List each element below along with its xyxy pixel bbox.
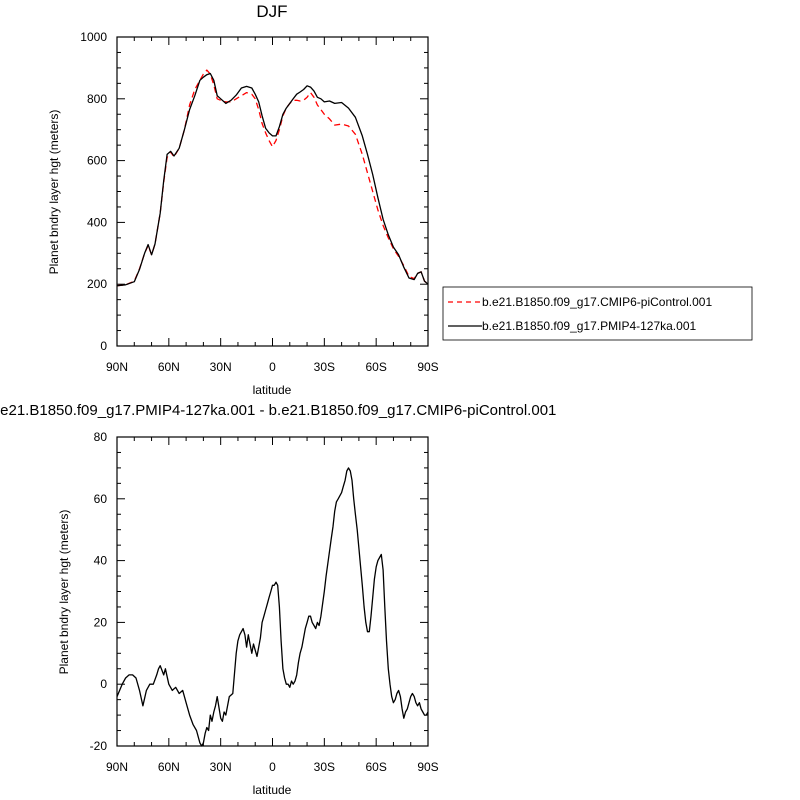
bottom-chart-x-axis-label: latitude	[253, 783, 292, 797]
top-chart-x-tick-label: 90N	[106, 360, 128, 374]
bottom-chart-x-tick-label: 30S	[314, 760, 335, 774]
bottom-chart-ticks: -20 0 20 40 60 80 90N 60N 30N 0 30S 60S 90S	[90, 430, 439, 774]
bottom-chart-y-tick-label: 0	[100, 677, 107, 691]
top-chart-x-tick-label: 0	[269, 360, 276, 374]
bottom-chart-series	[116, 467, 429, 747]
top-chart-x-tick-label: 60N	[158, 360, 180, 374]
bottom-chart-frame	[116, 436, 429, 747]
top-chart-x-tick-label: 30S	[314, 360, 335, 374]
top-chart-series-line-1	[116, 72, 429, 287]
top-chart-y-tick-label: 600	[87, 154, 107, 168]
bottom-chart-y-tick-label: 20	[94, 615, 108, 629]
bottom-chart-series-line-0	[116, 467, 429, 747]
top-chart-frame	[116, 36, 429, 347]
bottom-chart-x-tick-label: 0	[269, 760, 276, 774]
top-chart-y-axis-label: Planet bndry layer hgt (meters)	[47, 110, 61, 275]
top-chart-title: DJF	[256, 2, 287, 21]
bottom-chart-y-tick-label: 40	[94, 554, 108, 568]
top-chart-y-tick-label: 200	[87, 277, 107, 291]
bottom-chart-x-tick-label: 60S	[365, 760, 386, 774]
top-chart-series	[116, 69, 429, 287]
bottom-chart-x-tick-label: 90S	[417, 760, 438, 774]
legend-box	[442, 286, 753, 341]
legend-entry-127ka: b.e21.B1850.f09_g17.PMIP4-127ka.001	[482, 319, 696, 333]
bottom-chart-x-tick-label: 60N	[158, 760, 180, 774]
bottom-chart-y-tick-label: 60	[94, 492, 108, 506]
top-chart-y-tick-label: 0	[100, 339, 107, 353]
legend-entry-picontrol: b.e21.B1850.f09_g17.CMIP6-piControl.001	[482, 295, 712, 309]
bottom-chart-y-tick-label: 80	[94, 430, 108, 444]
bottom-chart-y-tick-label: -20	[90, 739, 108, 753]
top-chart-ticks: 0 200 400 600 800 1000 90N 60N 30N 0 30S 60S 90S	[80, 30, 438, 374]
top-chart-y-tick-label: 1000	[80, 30, 107, 44]
top-chart-x-tick-label: 90S	[417, 360, 438, 374]
bottom-chart-x-tick-label: 90N	[106, 760, 128, 774]
top-chart-x-tick-label: 30N	[210, 360, 232, 374]
bottom-chart-panel: b.e21.B1850.f09_g17.PMIP4-127ka.001 - b.…	[0, 402, 556, 797]
bottom-chart-y-axis-label: Planet bndry layer hgt (meters)	[57, 510, 71, 675]
top-chart-panel: DJF 0 200 400 600 800 1000 90N 60N 30N 0 30S 60S 90S…	[47, 2, 753, 397]
bottom-chart-title: b.e21.B1850.f09_g17.PMIP4-127ka.001 - b.…	[0, 402, 556, 419]
top-chart-y-tick-label: 800	[87, 92, 107, 106]
top-chart-x-tick-label: 60S	[365, 360, 386, 374]
bottom-chart-x-tick-label: 30N	[210, 760, 232, 774]
legend: b.e21.B1850.f09_g17.CMIP6-piControl.001 …	[442, 286, 753, 341]
top-chart-x-axis-label: latitude	[253, 383, 292, 397]
top-chart-y-tick-label: 400	[87, 215, 107, 229]
